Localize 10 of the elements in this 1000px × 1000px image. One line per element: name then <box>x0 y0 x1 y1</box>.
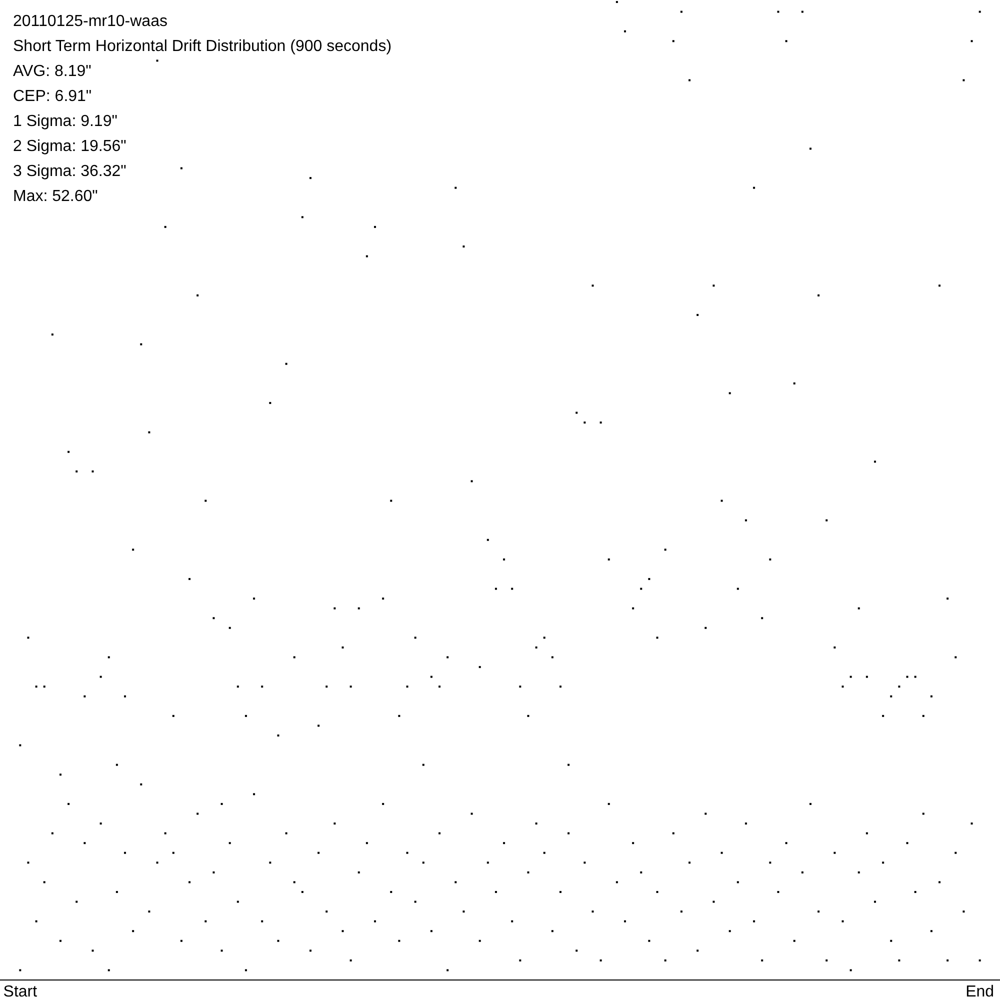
annotation: AVG: 8.19" <box>13 63 92 80</box>
annotation: 2 Sigma: 19.56" <box>13 138 126 155</box>
annotation: 1 Sigma: 9.19" <box>13 113 118 130</box>
text: Short Term Horizontal Drift Distribution (900 seconds) <box>13 38 392 55</box>
annotation: CEP: 6.91" <box>13 88 92 105</box>
text: 20110125-mr10-waas <box>13 13 168 30</box>
annotation: 3 Sigma: 36.32" <box>13 163 126 180</box>
x-tick-label: End <box>966 983 994 1000</box>
x-tick-label: Start <box>3 983 38 1000</box>
annotation: Max: 52.60" <box>13 188 98 205</box>
